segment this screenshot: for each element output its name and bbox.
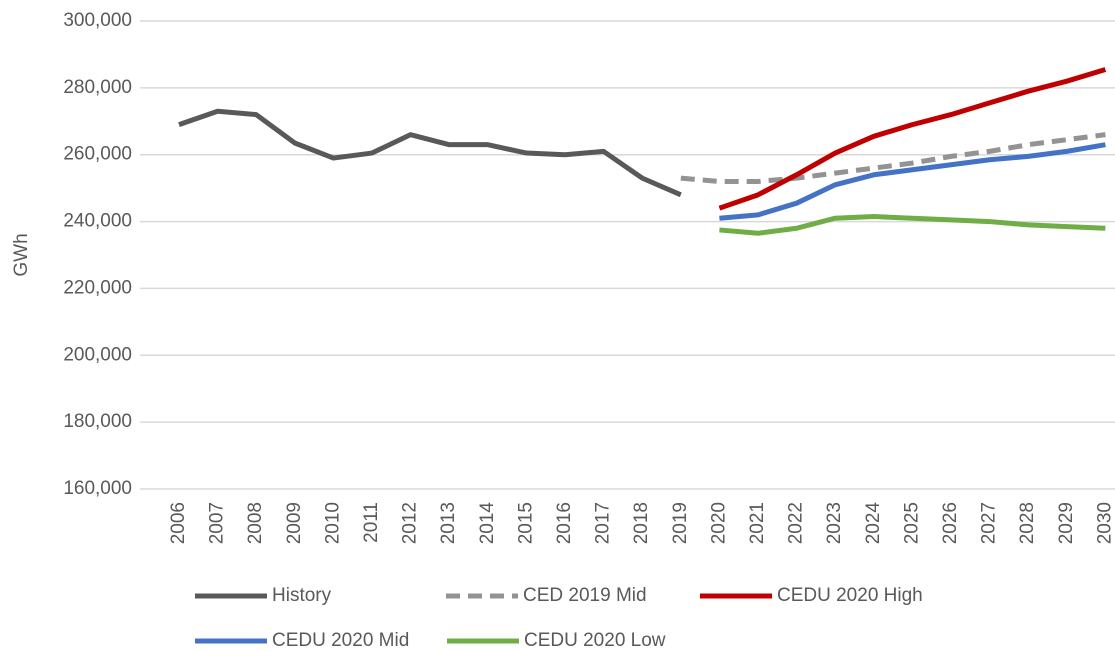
legend-label: CEDU 2020 High [777,585,923,606]
x-tick-label: 2010 [322,502,343,544]
x-tick-label: 2016 [554,502,575,544]
series-line [178,108,682,198]
legend-label: CEDU 2020 Mid [272,630,409,651]
series-line [718,67,1107,211]
series-line [719,142,1106,221]
x-tick-label: 2025 [901,502,922,544]
x-tick-label: 2017 [593,502,614,544]
y-tick-label: 200,000 [63,344,132,365]
x-tick-label: 2007 [207,502,228,544]
x-tick-label: 2008 [245,502,266,544]
series-line [719,214,1106,236]
legend-label: CED 2019 Mid [523,585,647,606]
x-tick-label: 2015 [515,502,536,544]
x-tick-label: 2011 [361,502,382,543]
x-tick-label: 2006 [168,502,189,544]
x-tick-label: 2020 [708,502,729,544]
x-tick-label: 2018 [631,502,652,544]
y-tick-label: 180,000 [63,411,132,432]
x-tick-label: 2021 [747,502,768,544]
legend-label: CEDU 2020 Low [524,630,666,651]
y-tick-label: 160,000 [63,478,132,499]
x-tick-label: 2013 [438,502,459,544]
x-tick-label: 2022 [786,502,807,544]
x-tick-label: 2030 [1094,502,1115,544]
series-line [680,132,1106,184]
y-tick-label: 280,000 [63,77,132,98]
x-tick-label: 2012 [400,502,421,544]
y-tick-label: 260,000 [63,144,132,165]
x-tick-label: 2029 [1056,502,1077,544]
y-tick-label: 300,000 [63,10,132,31]
x-tick-label: 2019 [670,502,691,544]
x-tick-label: 2028 [1017,502,1038,544]
x-tick-label: 2014 [477,502,498,545]
x-tick-label: 2009 [284,502,305,544]
x-tick-label: 2023 [824,502,845,544]
y-tick-label: 240,000 [63,211,132,232]
x-tick-label: 2027 [979,502,1000,544]
x-tick-label: 2024 [863,502,884,545]
y-axis-label: GWh [11,233,32,276]
y-tick-label: 220,000 [63,277,132,298]
x-tick-label: 2026 [940,502,961,544]
legend-label: History [272,585,332,606]
